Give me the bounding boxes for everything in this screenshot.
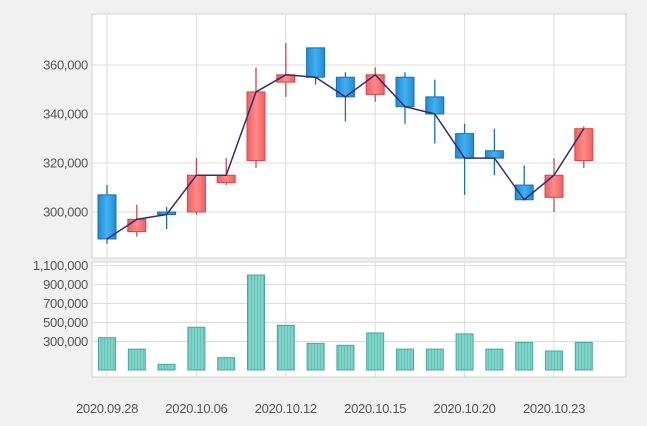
volume-gridlines [92,262,626,377]
volume-tick-label: 500,000 [43,315,88,330]
x-axis: 2020.09.28 2020.10.06 2020.10.12 2020.10.15… [76,401,585,416]
price-panel [91,13,627,259]
candle-body [425,96,445,115]
volume-tick-label: 300,000 [43,334,88,349]
x-tick-label: 2020.10.06 [165,401,227,416]
candle-body [484,150,504,159]
candle-body [544,174,564,198]
candle-body [127,218,147,233]
price-tick-label: 300,000 [43,205,88,220]
x-tick-label: 2020.10.15 [344,401,406,416]
volume-bar [157,363,176,371]
close-line-series [106,74,585,240]
close-line [106,74,585,240]
candlestick-series [97,42,594,244]
volume-bar [247,274,265,371]
volume-bar [396,348,414,371]
volume-series [98,274,593,371]
volume-tick-label: 700,000 [43,296,88,311]
price-tick-label: 340,000 [43,107,88,122]
price-tick-label: 320,000 [43,156,88,171]
volume-bar [127,348,146,371]
x-tick-label: 2020.10.23 [523,401,585,416]
volume-bar [98,337,116,371]
candle-body [306,47,326,78]
x-tick-label: 2020.10.20 [434,401,496,416]
volume-bar [336,344,355,371]
volume-bar [485,348,504,371]
candle-body [246,91,266,162]
candle-body [186,174,206,213]
volume-bar [455,333,474,371]
volume-bar [545,350,563,371]
x-tick-label: 2020.09.28 [76,401,138,416]
volume-bar [515,341,534,371]
volume-bar [187,326,206,371]
volume-y-axis: 300,000 500,000 700,000 900,000 1,100,000 [33,258,89,349]
volume-bar [276,324,295,371]
candle-body [514,184,534,201]
candle-body [365,74,385,95]
volume-tick-label: 1,100,000 [33,258,88,273]
candle-body [395,76,415,108]
volume-bar [574,341,593,371]
volume-bar [306,342,325,371]
volume-bar [366,332,385,371]
volume-bar [217,357,236,371]
candle-body [574,128,594,162]
candle-body [335,76,355,98]
volume-panel [91,261,627,378]
x-tick-label: 2020.10.12 [255,401,317,416]
volume-tick-label: 900,000 [43,277,88,292]
candle-body [455,133,475,159]
price-y-axis: 300,000 320,000 340,000 360,000 [43,58,88,220]
volume-bar [425,348,444,371]
price-tick-label: 360,000 [43,58,88,73]
candle-body [97,194,117,240]
candle-body [216,174,236,184]
